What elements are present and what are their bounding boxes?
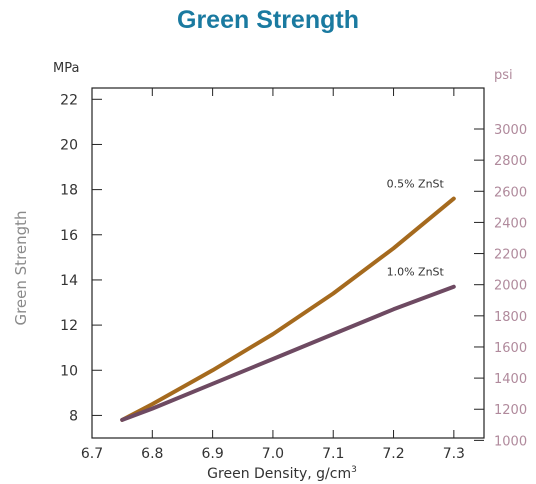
x-axis-label: Green Density, g/cm3 <box>207 465 357 482</box>
y-tick-label-left: 18 <box>60 183 78 199</box>
y-tick-label-left: 20 <box>60 137 78 153</box>
y-tick-label-right: 2800 <box>494 154 527 169</box>
plot-area-frame <box>91 87 485 439</box>
y-tick-label-left: 10 <box>60 363 78 379</box>
series-line-2 <box>120 284 456 422</box>
x-tick-label: 7.2 <box>382 446 404 462</box>
y-tick-label-right: 1200 <box>494 403 527 418</box>
y-tick-label-right: 2200 <box>494 248 527 263</box>
y-tick-label-right: 1600 <box>494 341 527 356</box>
y-tick-label-right: 1800 <box>494 310 527 325</box>
y-tick-label-right: 1400 <box>494 372 527 387</box>
y-tick-label-left: 22 <box>60 92 78 108</box>
series-label-2: 1.0% ZnSt <box>387 266 445 279</box>
y-tick-label-right: 2400 <box>494 216 527 231</box>
x-tick-label: 6.8 <box>141 446 163 462</box>
y-unit-right: psi <box>494 68 513 83</box>
x-tick-label: 6.9 <box>201 446 223 462</box>
ticks-group: 6.7 6.8 6.9 7.0 7.1 7.2 7.3 8 10 12 14 16 18 20 22 1000… <box>60 88 527 462</box>
series-line-1 <box>120 196 456 422</box>
x-axis-label-text: Green Density, g/cm <box>207 466 351 482</box>
y-tick-label-right: 1000 <box>494 434 527 449</box>
series-label-1: 0.5% ZnSt <box>387 178 445 191</box>
y-tick-label-left: 8 <box>69 408 78 424</box>
y-tick-label-right: 2000 <box>494 279 527 294</box>
y-axis-label: Green Strength <box>12 210 30 325</box>
series-lines-group: 0.5% ZnSt 1.0% ZnSt <box>120 178 456 422</box>
y-tick-label-left: 16 <box>60 228 78 244</box>
x-tick-label: 7.3 <box>443 446 465 462</box>
y-tick-label-right: 2600 <box>494 185 527 200</box>
x-tick-label: 7.1 <box>322 446 344 462</box>
y-tick-label-left: 12 <box>60 318 78 334</box>
chart-title: Green Strength <box>177 6 359 34</box>
y-tick-label-left: 14 <box>60 273 78 289</box>
y-unit-left: MPa <box>53 61 79 76</box>
y-tick-label-right: 3000 <box>494 123 527 138</box>
x-tick-label: 7.0 <box>262 446 284 462</box>
x-tick-label: 6.7 <box>81 446 103 462</box>
x-axis-label-superscript: 3 <box>351 465 357 475</box>
